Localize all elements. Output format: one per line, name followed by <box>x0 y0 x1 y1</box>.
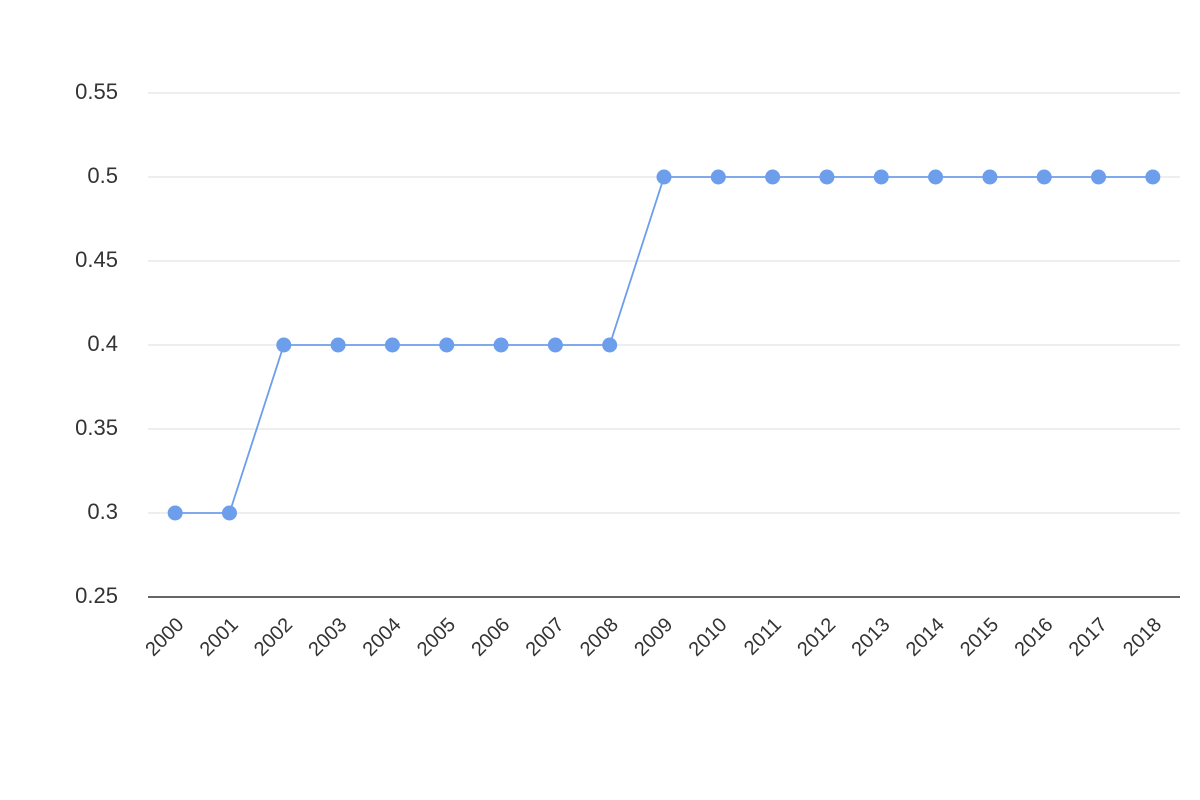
data-point <box>439 337 455 353</box>
data-point <box>819 169 835 185</box>
y-tick-label: 0.3 <box>87 499 118 524</box>
x-tick-label: 2000 <box>141 614 188 661</box>
x-tick-label: 2015 <box>956 614 1003 661</box>
x-tick-label: 2018 <box>1119 614 1166 661</box>
x-tick-label: 2017 <box>1065 614 1112 661</box>
x-tick-label: 2014 <box>902 614 949 661</box>
x-tick-label: 2013 <box>848 614 895 661</box>
x-tick-label: 2011 <box>740 614 786 660</box>
data-point <box>547 337 563 353</box>
x-tick-label: 2007 <box>522 614 569 661</box>
data-point <box>221 505 237 521</box>
y-tick-label: 0.5 <box>87 163 118 188</box>
data-point <box>982 169 998 185</box>
y-tick-label: 0.45 <box>75 247 118 272</box>
x-tick-label: 2008 <box>576 614 623 661</box>
data-point <box>873 169 889 185</box>
x-tick-label: 2010 <box>685 614 732 661</box>
y-tick-label: 0.25 <box>75 583 118 608</box>
x-tick-label: 2006 <box>467 614 514 661</box>
data-point <box>493 337 509 353</box>
data-point <box>167 505 183 521</box>
x-tick-label: 2004 <box>359 614 406 661</box>
data-point <box>710 169 726 185</box>
data-point <box>330 337 346 353</box>
data-point <box>1145 169 1161 185</box>
data-point <box>1091 169 1107 185</box>
data-point <box>276 337 292 353</box>
y-tick-label: 0.4 <box>87 331 118 356</box>
x-tick-label: 2016 <box>1010 614 1057 661</box>
data-point <box>928 169 944 185</box>
x-tick-label: 2001 <box>196 614 243 661</box>
data-point <box>1036 169 1052 185</box>
x-tick-label: 2009 <box>630 614 677 661</box>
data-point <box>602 337 618 353</box>
x-tick-label: 2005 <box>413 614 460 661</box>
x-tick-label: 2012 <box>793 614 840 661</box>
y-tick-label: 0.55 <box>75 79 118 104</box>
data-point <box>656 169 672 185</box>
x-tick-label: 2002 <box>250 614 297 661</box>
data-point <box>765 169 781 185</box>
x-tick-label: 2003 <box>304 614 351 661</box>
y-tick-label: 0.35 <box>75 415 118 440</box>
data-point <box>384 337 400 353</box>
